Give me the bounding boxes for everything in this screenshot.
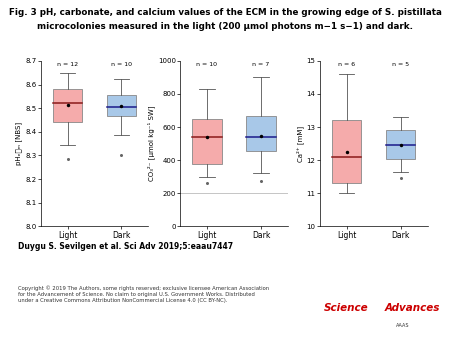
Bar [332,120,361,184]
Bar [53,89,82,122]
Bar [107,95,136,117]
Text: n = 5: n = 5 [392,63,409,68]
Text: Copyright © 2019 The Authors, some rights reserved; exclusive licensee American : Copyright © 2019 The Authors, some right… [18,286,269,303]
Bar [386,130,415,159]
Text: n = 10: n = 10 [197,63,217,68]
Bar [246,116,276,151]
Text: Fig. 3 pH, carbonate, and calcium values of the ECM in the growing edge of S. pi: Fig. 3 pH, carbonate, and calcium values… [9,8,441,18]
Text: microcolonies measured in the light (200 μmol photons m−1 s−1) and dark.: microcolonies measured in the light (200… [37,22,413,31]
Text: n = 10: n = 10 [111,63,132,68]
Text: Advances: Advances [385,303,440,313]
Y-axis label: pHₑ⌸ₘ [NBS]: pHₑ⌸ₘ [NBS] [16,122,22,165]
Text: n = 12: n = 12 [57,63,78,68]
Text: n = 6: n = 6 [338,63,355,68]
Y-axis label: CO₃²⁻ [μmol kg⁻¹ SW]: CO₃²⁻ [μmol kg⁻¹ SW] [147,106,155,182]
Text: Duygu S. Sevilgen et al. Sci Adv 2019;5:eaau7447: Duygu S. Sevilgen et al. Sci Adv 2019;5:… [18,242,233,251]
Y-axis label: Ca²⁺ [mM]: Ca²⁺ [mM] [296,126,304,162]
Text: Science: Science [324,303,369,313]
Bar [192,119,222,164]
Text: AAAS: AAAS [396,323,410,328]
Text: n = 7: n = 7 [252,63,270,68]
